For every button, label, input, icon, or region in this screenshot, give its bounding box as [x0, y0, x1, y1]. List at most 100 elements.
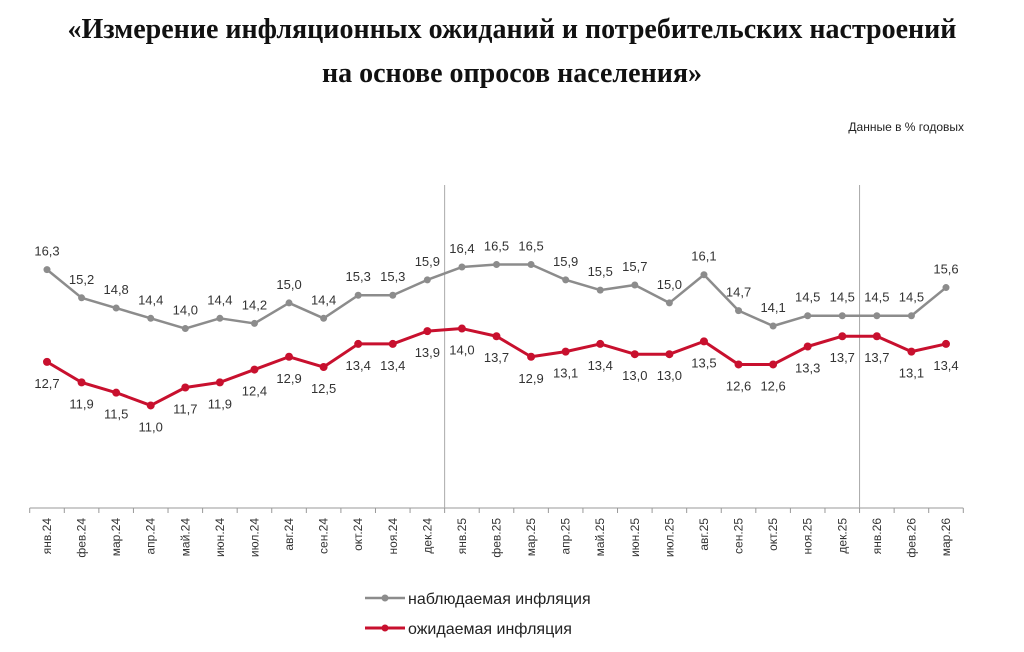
data-label: 13,5: [691, 355, 716, 370]
data-label: 13,9: [415, 345, 440, 360]
data-point: [285, 299, 293, 307]
x-tick-label: ноя.25: [801, 518, 815, 555]
legend-marker: [381, 594, 389, 602]
data-point: [803, 342, 812, 351]
data-point: [146, 401, 155, 410]
data-point: [631, 281, 639, 289]
data-point: [215, 378, 224, 387]
data-label: 14,5: [899, 290, 924, 305]
data-point: [700, 271, 708, 279]
data-label: 15,9: [415, 254, 440, 269]
data-label: 12,6: [726, 378, 751, 393]
data-label: 14,2: [242, 297, 267, 312]
x-tick-label: фев.24: [75, 518, 89, 558]
data-point: [250, 365, 259, 374]
x-tick-label: фев.26: [904, 518, 918, 558]
data-point: [181, 383, 190, 392]
data-label: 13,4: [346, 358, 371, 373]
data-label: 14,4: [311, 292, 336, 307]
data-label: 13,7: [484, 350, 509, 365]
data-label: 15,5: [588, 264, 613, 279]
legend-label: наблюдаемая инфляция: [408, 591, 591, 608]
data-point: [665, 350, 674, 359]
x-tick-label: мар.26: [939, 518, 953, 557]
x-tick-label: май.25: [593, 518, 607, 557]
data-point: [320, 314, 328, 322]
x-tick-label: сен.25: [732, 518, 746, 554]
data-label: 15,9: [553, 254, 578, 269]
data-label: 14,4: [138, 292, 163, 307]
x-tick-label: июл.24: [247, 518, 261, 557]
data-label: 15,0: [657, 277, 682, 292]
data-point: [907, 347, 916, 356]
data-point: [78, 294, 86, 302]
x-tick-label: янв.25: [455, 518, 469, 555]
data-point: [872, 332, 881, 341]
legend-marker: [381, 624, 389, 632]
legend-label: ожидаемая инфляция: [408, 621, 572, 638]
x-tick-label: мар.24: [109, 518, 123, 557]
x-tick-label: июл.25: [662, 518, 676, 557]
data-label: 11,5: [104, 407, 128, 422]
data-point: [769, 360, 778, 369]
data-label: 15,7: [622, 259, 647, 274]
data-label: 16,4: [449, 241, 474, 256]
data-point: [527, 260, 535, 268]
data-point: [388, 339, 397, 348]
data-label: 13,7: [864, 350, 889, 365]
data-point: [734, 360, 743, 369]
data-point: [527, 352, 536, 361]
data-label: 15,0: [276, 277, 301, 292]
data-point: [596, 286, 604, 294]
data-point: [77, 378, 86, 387]
data-label: 13,7: [830, 350, 855, 365]
data-point: [561, 347, 570, 356]
data-label: 12,9: [276, 371, 301, 386]
data-point: [216, 314, 224, 322]
data-label: 12,7: [34, 376, 59, 391]
data-point: [458, 263, 466, 271]
data-label: 16,3: [34, 244, 59, 259]
data-label: 14,8: [103, 282, 128, 297]
data-point: [354, 339, 363, 348]
data-label: 14,0: [173, 303, 198, 318]
data-point: [181, 325, 189, 333]
data-point: [147, 314, 155, 322]
data-point: [838, 332, 847, 341]
data-point: [665, 299, 673, 307]
data-label: 14,0: [449, 343, 474, 358]
x-tick-label: дек.24: [420, 518, 434, 554]
data-point: [873, 312, 881, 320]
data-point: [389, 291, 397, 299]
x-tick-label: мар.25: [524, 518, 538, 557]
chart-title-line-1: «Измерение инфляционных ожиданий и потре…: [67, 14, 957, 45]
data-point: [423, 276, 431, 284]
data-point: [838, 312, 846, 320]
data-label: 14,5: [864, 290, 889, 305]
data-label: 14,4: [207, 292, 232, 307]
data-label: 11,9: [208, 396, 232, 411]
x-tick-label: авг.24: [282, 518, 296, 551]
data-point: [942, 284, 950, 292]
x-tick-label: апр.25: [559, 518, 573, 555]
x-tick-label: окт.24: [351, 518, 365, 551]
x-tick-label: янв.24: [40, 518, 54, 555]
data-point: [285, 352, 294, 361]
data-label: 13,1: [553, 366, 578, 381]
x-tick-label: июн.24: [213, 518, 227, 557]
x-tick-label: фев.25: [490, 518, 504, 558]
x-tick-label: окт.25: [766, 518, 780, 551]
data-label: 14,7: [726, 285, 751, 300]
data-point: [354, 291, 362, 299]
x-tick-label: апр.24: [144, 518, 158, 555]
data-label: 15,3: [380, 269, 405, 284]
data-point: [735, 307, 743, 315]
data-point: [493, 260, 500, 268]
data-point: [250, 319, 258, 327]
data-point: [907, 312, 915, 320]
data-point: [942, 339, 950, 348]
x-tick-label: сен.24: [317, 518, 331, 554]
data-point: [699, 337, 708, 346]
chart-title-line-2: на основе опросов населения»: [322, 58, 702, 89]
